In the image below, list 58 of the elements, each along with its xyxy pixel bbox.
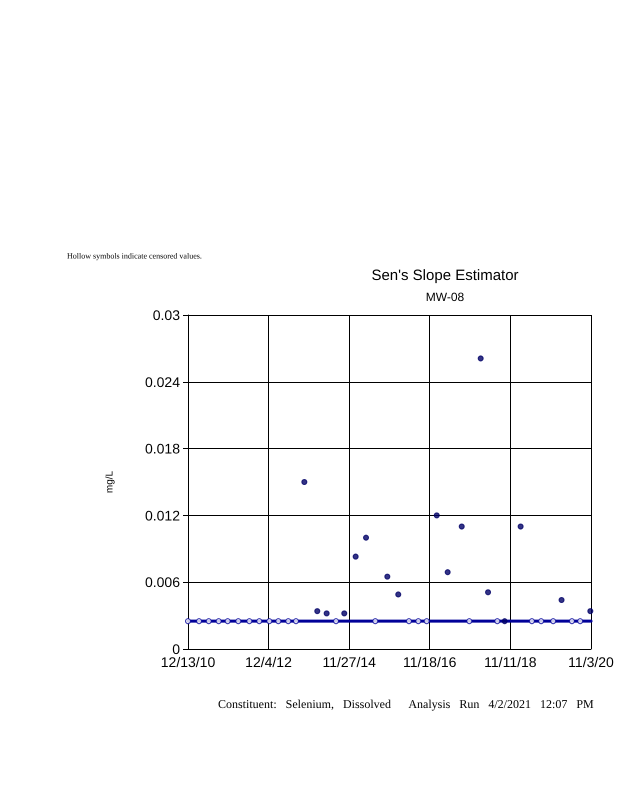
point <box>466 618 472 624</box>
point <box>538 618 544 624</box>
point <box>206 618 212 624</box>
y-tick-label: 0 <box>172 641 180 657</box>
point <box>246 618 252 624</box>
y-tick-label: 0.018 <box>144 440 180 457</box>
point <box>485 589 492 596</box>
point <box>314 608 320 614</box>
point <box>196 618 202 624</box>
x-tick-label: 11/11/18 <box>484 654 537 670</box>
point <box>372 618 378 624</box>
point <box>518 524 524 530</box>
y-tick-label: 0.012 <box>144 507 180 524</box>
point <box>478 355 484 362</box>
point <box>406 618 412 624</box>
x-tick-label: 12/13/10 <box>160 654 216 670</box>
point <box>266 618 272 624</box>
point <box>424 618 430 624</box>
y-tick-label: 0.03 <box>152 307 180 323</box>
x-tick-label: 12/4/12 <box>245 654 292 670</box>
point <box>285 618 292 624</box>
point <box>235 618 242 624</box>
x-tick-label: 11/18/16 <box>402 654 457 670</box>
point <box>415 618 422 624</box>
y-axis-title: mg/L <box>104 470 116 494</box>
point <box>324 610 330 616</box>
point <box>577 618 584 624</box>
point <box>458 524 465 530</box>
point <box>395 591 402 598</box>
point <box>363 534 370 541</box>
point <box>568 618 575 624</box>
x-tick-label: 11/3/20 <box>568 654 614 670</box>
chart-subtitle: MW-08 <box>426 290 465 304</box>
point <box>434 512 440 518</box>
point <box>550 618 556 624</box>
point <box>384 574 390 580</box>
y-tick-label: 0.006 <box>144 574 180 590</box>
point <box>444 569 451 576</box>
point <box>185 618 191 624</box>
point <box>528 618 535 624</box>
point <box>224 618 231 624</box>
point <box>341 610 348 616</box>
point <box>256 618 262 624</box>
point <box>558 597 565 604</box>
point <box>292 618 299 624</box>
point <box>275 618 282 624</box>
point <box>587 608 594 614</box>
y-tick-label: 0.024 <box>144 374 180 390</box>
point <box>352 554 359 560</box>
x-tick-label: 11/27/14 <box>322 654 376 670</box>
point <box>333 618 340 624</box>
text: Hollow symbols indicate censored values. <box>67 252 202 260</box>
text: Constituent: Selenium, Dissolved Analysis Run 4/2/2021 12:07 PM <box>218 697 594 711</box>
point <box>301 479 308 485</box>
point <box>494 618 500 624</box>
chart-title: Sen's Slope Estimator <box>371 267 519 284</box>
point <box>216 618 222 624</box>
point <box>502 618 508 624</box>
